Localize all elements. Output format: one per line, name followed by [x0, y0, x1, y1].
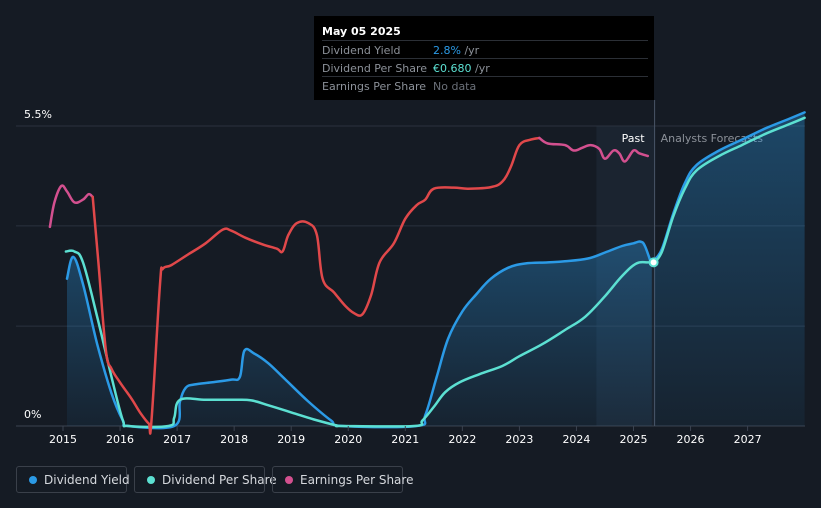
x-tick-label: 2018 — [220, 433, 248, 446]
x-tick-label: 2016 — [106, 433, 134, 446]
legend-item-earnings-per-share[interactable]: Earnings Per Share — [272, 466, 413, 493]
x-tick-label: 2023 — [505, 433, 533, 446]
dividend-yield-area — [67, 241, 652, 429]
legend-label: Earnings Per Share — [300, 473, 414, 487]
legend-label: Dividend Yield — [44, 473, 130, 487]
legend-item-dividend-yield[interactable]: Dividend Yield — [16, 466, 130, 493]
tooltip-value: 2.8% /yr — [433, 44, 480, 57]
series-lines — [48, 111, 806, 435]
tooltip-value: €0.680 /yr — [433, 62, 490, 75]
y-axis-min-label: 0% — [24, 408, 41, 421]
x-tick-label: 2026 — [677, 433, 705, 446]
x-axis-ticks: 2015 2016 2017 2018 2019 2020 2021 2022 2023 2024… — [49, 426, 762, 446]
earnings-per-share-line — [48, 184, 94, 229]
tooltip-row-dividend-per-share: Dividend Per Share €0.680 /yr — [322, 58, 648, 77]
area-fills — [67, 112, 805, 429]
tooltip-value: No data — [433, 80, 477, 93]
tooltip: May 05 2025 Dividend Yield 2.8% /yr Divi… — [314, 16, 654, 100]
tooltip-row-earnings-per-share: Earnings Per Share No data — [322, 76, 648, 95]
x-tick-label: 2022 — [448, 433, 476, 446]
x-tick-label: 2020 — [334, 433, 362, 446]
dividend-per-share-forecast-line — [653, 116, 806, 264]
legend-dot-icon — [29, 476, 37, 484]
tooltip-label: Dividend Per Share — [322, 62, 428, 75]
cursor-dot[interactable] — [648, 257, 659, 268]
dividend-per-share-line — [64, 249, 655, 429]
tooltip-label: Earnings Per Share — [322, 80, 427, 93]
tooltip-date: May 05 2025 — [322, 25, 401, 38]
y-axis-max-label: 5.5% — [24, 108, 52, 121]
legend-label: Dividend Per Share — [162, 473, 277, 487]
x-tick-label: 2027 — [734, 433, 762, 446]
legend-dot-icon — [285, 476, 293, 484]
tooltip-label: Dividend Yield — [322, 44, 401, 57]
x-tick-label: 2015 — [49, 433, 77, 446]
earnings-per-share-past-declines-line — [91, 136, 541, 435]
x-tick-label: 2017 — [163, 433, 191, 446]
x-tick-label: 2019 — [277, 433, 305, 446]
x-tick-label: 2024 — [562, 433, 590, 446]
legend-dot-icon — [147, 476, 155, 484]
dividend-yield-forecast-area — [654, 112, 805, 427]
x-tick-label: 2025 — [620, 433, 648, 446]
earnings-per-share-recent-line — [538, 136, 650, 163]
x-tick-label: 2021 — [391, 433, 419, 446]
past-label: Past — [622, 132, 646, 145]
tooltip-row-dividend-yield: Dividend Yield 2.8% /yr — [322, 40, 648, 59]
legend-item-dividend-per-share[interactable]: Dividend Per Share — [134, 466, 277, 493]
